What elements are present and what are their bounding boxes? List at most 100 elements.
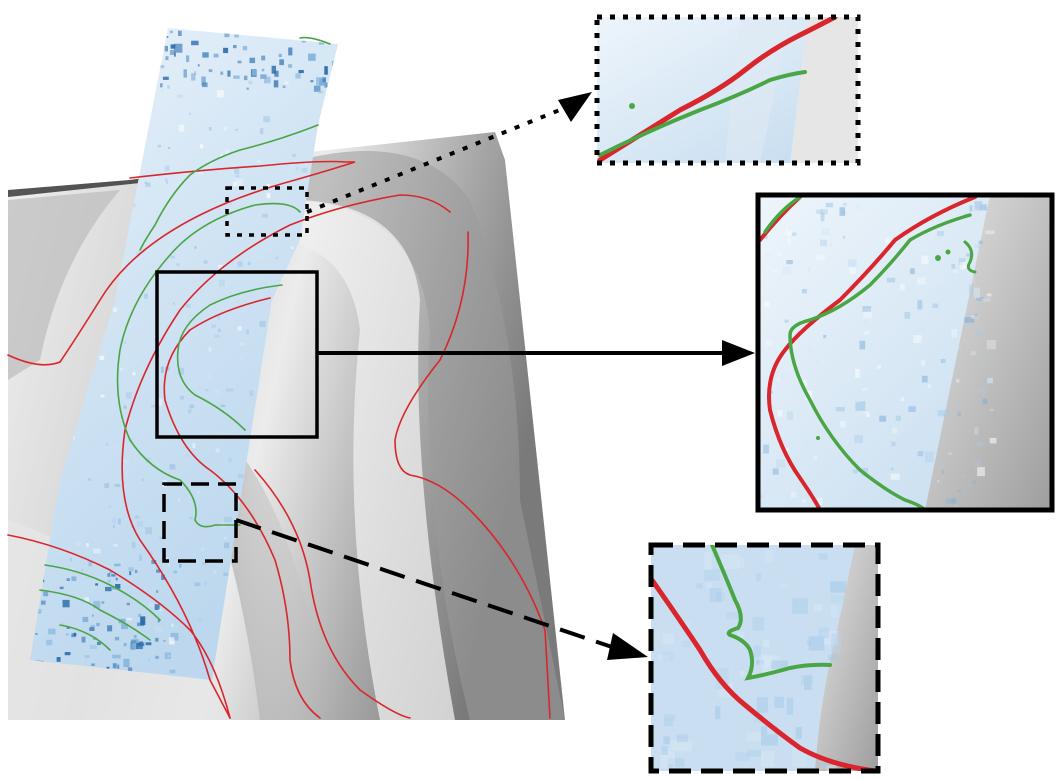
red-contour-lines — [7, 160, 551, 719]
connector-dashed — [235, 518, 613, 649]
texture-speckle — [940, 358, 946, 363]
texture-speckle — [93, 600, 101, 609]
texture-speckle — [945, 498, 956, 504]
texture-speckle — [123, 658, 130, 668]
texture-speckle — [173, 43, 183, 53]
texture-speckle — [108, 504, 112, 509]
texture-speckle — [43, 591, 49, 597]
texture-speckle — [910, 268, 915, 275]
texture-speckle — [225, 149, 230, 155]
texture-speckle — [820, 209, 828, 215]
texture-speckle — [303, 28, 309, 37]
texture-speckle — [823, 334, 827, 338]
green-contour-4 — [44, 564, 161, 621]
red-contour-1 — [7, 160, 356, 366]
texture-speckle — [663, 718, 674, 727]
texture-speckle — [112, 654, 121, 659]
texture-speckle — [121, 623, 128, 630]
texture-speckle — [48, 628, 56, 635]
texture-speckle — [784, 319, 789, 323]
texture-speckle — [331, 73, 335, 79]
texture-speckle — [317, 90, 324, 94]
texture-speckle — [157, 619, 160, 623]
texture-speckle — [208, 347, 212, 352]
texture-speckle — [284, 81, 289, 85]
texture-speckle — [157, 398, 163, 406]
texture-speckle — [790, 491, 797, 498]
green-contour-1 — [139, 124, 319, 251]
texture-speckle — [233, 181, 237, 187]
texture-speckle — [93, 548, 101, 554]
texture-speckle — [169, 637, 175, 645]
texture-speckle — [217, 315, 220, 321]
texture-speckle — [301, 168, 308, 173]
texture-speckle — [215, 448, 220, 453]
texture-speckle — [71, 435, 76, 440]
texture-speckle — [939, 341, 946, 346]
texture-speckle — [971, 315, 979, 319]
texture-speckle — [177, 498, 181, 502]
texture-speckle — [176, 263, 180, 266]
texture-speckle — [186, 303, 191, 308]
texture-speckle — [107, 573, 111, 577]
texture-speckle — [808, 345, 813, 352]
callout-frame-dashed — [162, 482, 238, 563]
texture-speckle — [973, 214, 981, 218]
texture-speckle — [179, 564, 182, 568]
texture-speckle — [842, 235, 845, 239]
texture-speckle — [763, 444, 769, 454]
texture-speckle — [204, 581, 207, 586]
texture-speckle — [791, 748, 807, 767]
texture-speckle — [244, 75, 248, 81]
inset-middle-green-dot — [816, 436, 820, 440]
inset-bottom-texture — [658, 550, 846, 771]
texture-speckle — [864, 331, 870, 335]
texture-speckle — [715, 706, 721, 720]
texture-speckle — [171, 623, 174, 627]
texture-speckle — [785, 228, 788, 234]
texture-speckle — [160, 88, 165, 93]
texture-speckle — [737, 631, 745, 638]
texture-speckle — [951, 498, 957, 503]
texture-speckle — [783, 447, 789, 452]
texture-speckle — [113, 445, 117, 449]
texture-speckle — [987, 377, 993, 384]
texture-speckle — [682, 640, 691, 648]
texture-speckle — [786, 230, 793, 237]
texture-speckle — [188, 112, 191, 115]
texture-speckle — [825, 202, 833, 208]
texture-speckle — [273, 80, 279, 88]
texture-speckle — [972, 480, 977, 485]
texture-speckle — [298, 70, 304, 74]
texture-speckle — [76, 541, 81, 546]
texture-speckle — [921, 375, 928, 383]
arrowhead-icon — [558, 92, 592, 122]
texture-speckle — [804, 437, 808, 444]
texture-speckle — [201, 547, 204, 551]
arrowhead-icon — [607, 633, 648, 660]
inset-top-gray-strip — [790, 17, 858, 163]
texture-speckle — [807, 267, 811, 272]
texture-speckle — [144, 90, 148, 94]
texture-speckle — [852, 288, 860, 293]
texture-speckle — [667, 763, 674, 771]
texture-speckle — [198, 171, 203, 174]
texture-speckle — [921, 255, 929, 265]
texture-speckle — [86, 543, 89, 547]
texture-speckle — [114, 484, 121, 487]
texture-speckle — [715, 592, 725, 601]
texture-speckle — [150, 404, 156, 408]
texture-speckle — [117, 664, 120, 669]
texture-speckle — [863, 308, 872, 319]
texture-speckle — [35, 609, 42, 614]
texture-speckle — [176, 94, 183, 98]
texture-speckle — [145, 527, 153, 535]
texture-speckle — [890, 467, 894, 471]
texture-speckle — [88, 561, 93, 567]
texture-speckle — [136, 251, 140, 255]
texture-speckle — [861, 388, 868, 392]
texture-speckle — [169, 49, 175, 55]
texture-speckle — [56, 657, 61, 662]
inset-middle-green-line — [788, 213, 972, 510]
green-contour-7 — [299, 36, 331, 45]
